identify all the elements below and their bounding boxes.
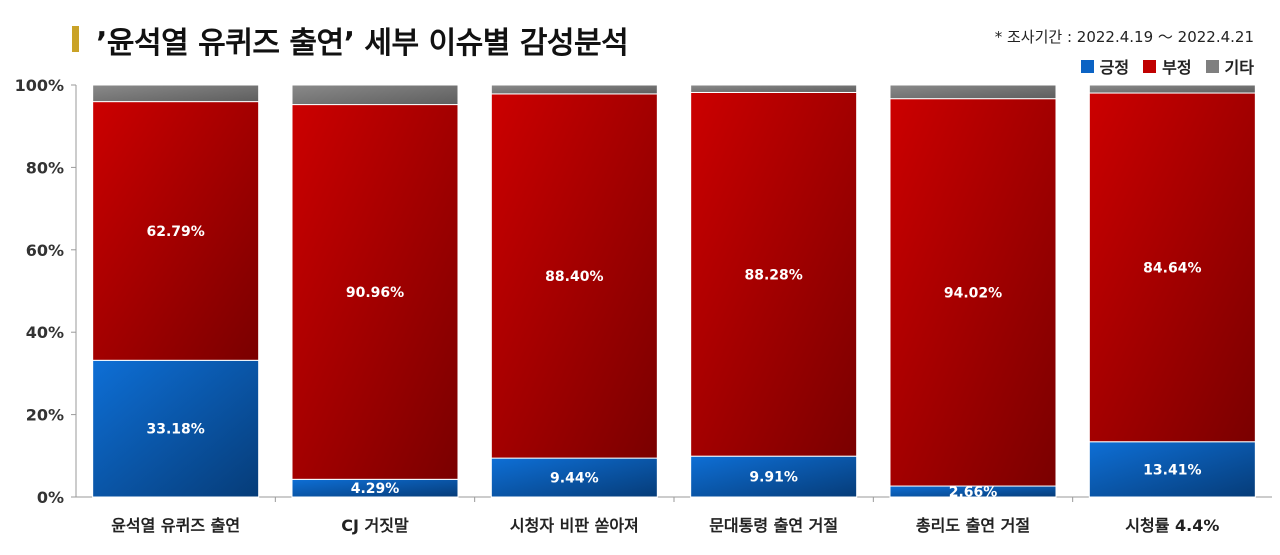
legend-item-other: 기타 xyxy=(1205,54,1254,78)
data-label-negative: 88.40% xyxy=(545,269,603,285)
legend-label-negative: 부정 xyxy=(1162,58,1192,77)
bar-segment-negative xyxy=(490,93,658,459)
bar-segment-negative xyxy=(889,98,1057,487)
bar-segment-other xyxy=(1088,84,1256,94)
y-tick-label: 80% xyxy=(26,158,64,177)
data-label-positive: 9.91% xyxy=(749,470,798,486)
data-label-positive: 9.44% xyxy=(550,471,599,487)
data-label-negative: 88.28% xyxy=(745,267,803,283)
title-accent-bar xyxy=(72,26,79,52)
legend-label-positive: 긍정 xyxy=(1099,58,1130,77)
y-tick-label: 40% xyxy=(26,323,64,342)
x-tick-label: 총리도 출연 거절 xyxy=(916,516,1030,535)
legend-swatch-positive xyxy=(1080,59,1094,73)
x-tick-label: CJ 거짓말 xyxy=(341,516,409,535)
x-tick-label: 윤석열 유퀴즈 출연 xyxy=(111,516,240,535)
bar-segment-other xyxy=(92,84,260,103)
y-tick-label: 0% xyxy=(37,488,64,507)
x-tick-label: 문대통령 출연 거절 xyxy=(709,516,838,535)
bar-segment-other xyxy=(291,84,459,106)
data-label-positive: 33.18% xyxy=(147,422,205,438)
data-label-negative: 94.02% xyxy=(944,285,1002,301)
legend-label-other: 기타 xyxy=(1224,58,1254,77)
y-tick-label: 20% xyxy=(26,406,64,425)
y-tick-label: 100% xyxy=(15,76,64,95)
data-label-positive: 2.66% xyxy=(949,485,998,501)
bar-segment-other xyxy=(690,84,858,93)
survey-period: * 조사기간 : 2022.4.19 ～ 2022.4.21 xyxy=(994,28,1254,46)
bar-segment-other xyxy=(490,84,658,95)
data-label-negative: 62.79% xyxy=(147,224,205,240)
data-label-negative: 90.96% xyxy=(346,285,404,301)
x-tick-label: 시청률 4.4% xyxy=(1125,516,1219,535)
bar-segment-negative xyxy=(291,104,459,480)
bar-segment-positive xyxy=(690,455,858,498)
bar-segment-positive xyxy=(490,457,658,498)
bar-segment-other xyxy=(889,84,1057,100)
legend-item-negative: 부정 xyxy=(1143,54,1192,78)
y-tick-label: 60% xyxy=(26,241,64,260)
bar-segment-negative xyxy=(690,91,858,457)
bar-segment-negative xyxy=(92,101,260,361)
legend-swatch-other xyxy=(1205,59,1219,73)
x-tick-label: 시청자 비판 쏟아져 xyxy=(510,516,639,535)
data-label-negative: 84.64% xyxy=(1143,260,1201,276)
legend: 긍정 부정 기타 xyxy=(1080,54,1254,78)
bar-segment-positive xyxy=(92,359,260,498)
legend-item-positive: 긍정 xyxy=(1080,54,1130,78)
chart-title: ’윤석열 유퀴즈 출연’ 세부 이슈별 감성분석 xyxy=(96,26,629,61)
data-label-positive: 4.29% xyxy=(351,481,400,497)
data-label-positive: 13.41% xyxy=(1143,462,1201,478)
legend-swatch-negative xyxy=(1143,59,1157,73)
